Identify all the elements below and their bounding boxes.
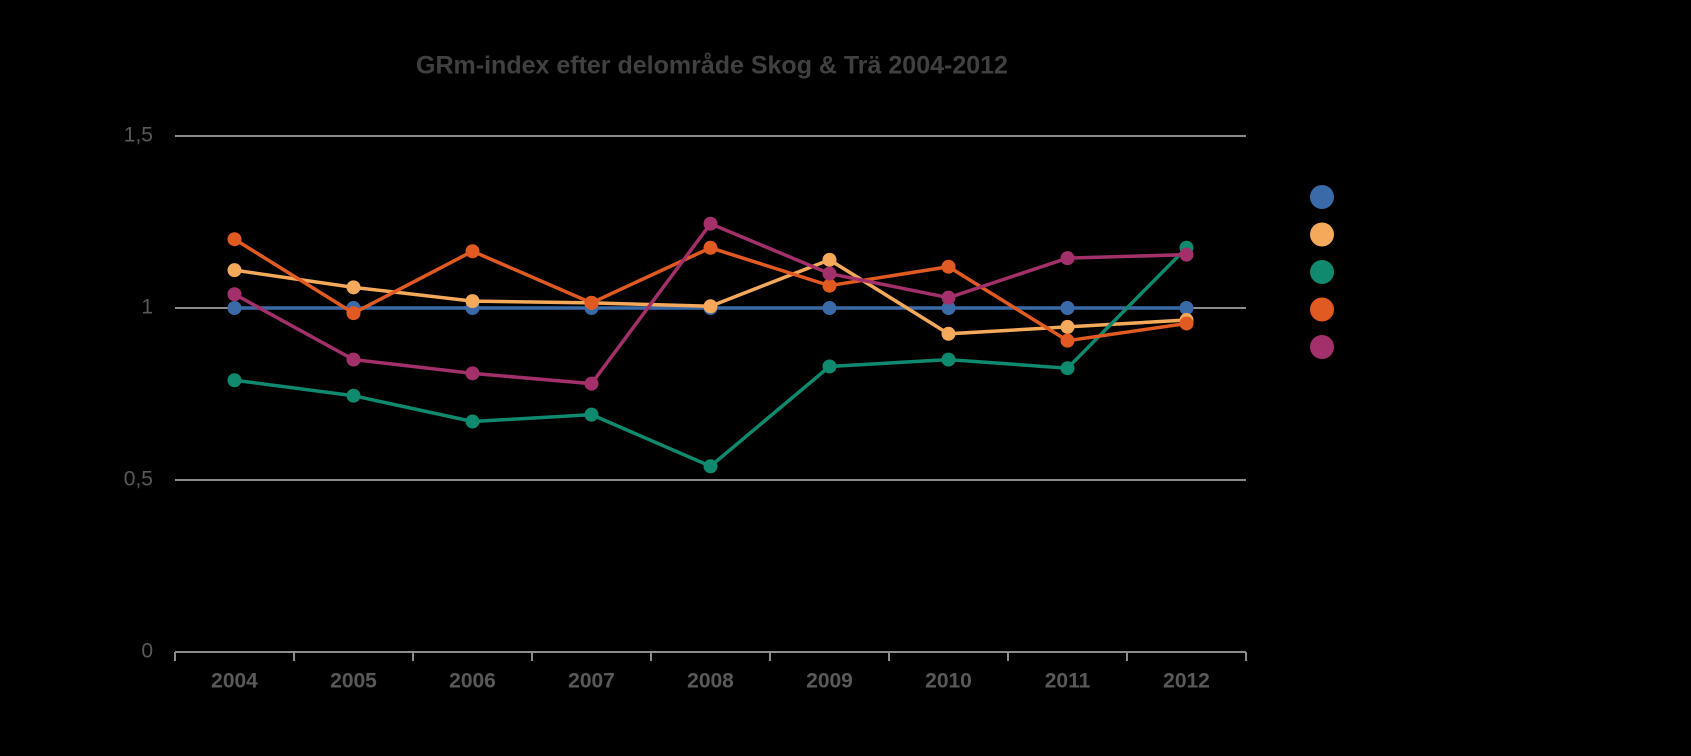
- point: [584, 295, 599, 310]
- point: [465, 414, 480, 429]
- x-tick-label: 2009: [806, 670, 853, 693]
- point: [941, 326, 956, 341]
- legend-marker: [1310, 185, 1334, 209]
- point: [584, 407, 599, 422]
- point: [822, 359, 837, 374]
- x-tick-label: 2010: [925, 670, 972, 693]
- x-tick-label: 2005: [330, 670, 377, 693]
- point: [1060, 251, 1075, 266]
- y-tick-label: 1: [141, 296, 153, 319]
- point: [1179, 301, 1194, 315]
- chart-title: GRm-index efter delområde Skog & Trä 200…: [416, 52, 1008, 80]
- point: [1060, 319, 1075, 334]
- y-tick-label: 0: [141, 640, 153, 663]
- legend-marker: [1310, 260, 1334, 284]
- point: [465, 244, 480, 259]
- point: [1060, 301, 1075, 315]
- point: [465, 366, 480, 381]
- x-tick-label: 2007: [568, 670, 615, 693]
- point: [822, 252, 837, 267]
- point: [227, 287, 242, 302]
- point: [227, 232, 242, 247]
- point: [941, 301, 956, 315]
- x-tick-label: 2011: [1045, 670, 1091, 693]
- point: [227, 301, 242, 315]
- x-tick-label: 2004: [211, 670, 258, 693]
- point: [346, 280, 361, 295]
- point: [1179, 247, 1194, 262]
- point: [703, 459, 718, 474]
- series-line: [234, 257, 1187, 336]
- point: [346, 306, 361, 321]
- y-tick-label: 1,5: [124, 124, 153, 147]
- legend-marker: [1310, 297, 1334, 322]
- point: [1060, 333, 1075, 348]
- point: [1179, 316, 1194, 331]
- point: [584, 376, 599, 391]
- point: [227, 373, 242, 388]
- x-tick-label: 2006: [449, 670, 496, 693]
- point: [227, 263, 242, 278]
- x-tick-label: 2012: [1163, 670, 1210, 693]
- point: [346, 352, 361, 367]
- point: [822, 278, 837, 293]
- point: [703, 240, 718, 255]
- series-line: [234, 246, 1188, 469]
- x-tick-label: 2008: [687, 670, 734, 693]
- point: [703, 216, 718, 231]
- legend-marker: [1310, 222, 1334, 247]
- point: [346, 388, 361, 403]
- y-tick-label: 0,5: [124, 468, 153, 491]
- point: [941, 290, 956, 305]
- point: [822, 301, 837, 315]
- legend-marker: [1310, 335, 1334, 359]
- point: [465, 294, 480, 309]
- point: [1060, 361, 1075, 376]
- point: [941, 352, 956, 367]
- point: [822, 266, 837, 281]
- point: [941, 259, 956, 274]
- point: [703, 299, 718, 314]
